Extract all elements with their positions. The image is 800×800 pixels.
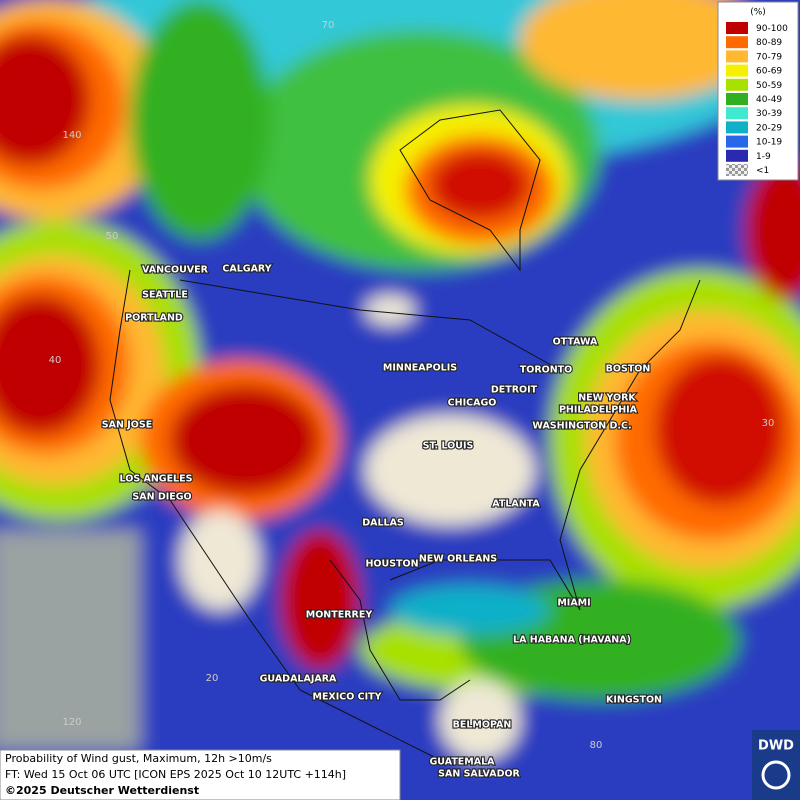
- legend-label: 70-79: [756, 52, 782, 62]
- city-label: SAN DIEGO: [132, 492, 191, 503]
- caption-line: ©2025 Deutscher Wetterdienst: [5, 784, 199, 797]
- city-label: VANCOUVER: [142, 265, 209, 276]
- legend-label: 1-9: [756, 152, 771, 162]
- legend-swatch: [726, 93, 748, 105]
- legend-swatch: [726, 50, 748, 63]
- city-label: LA HABANA (HAVANA): [513, 635, 631, 646]
- grid-label: 80: [590, 740, 603, 751]
- city-label: CALGARY: [222, 264, 271, 275]
- city-label: NEW ORLEANS: [419, 554, 497, 565]
- city-label: NEW YORK: [578, 393, 636, 404]
- legend-title: (%): [750, 8, 766, 18]
- coastlines: [109, 109, 701, 761]
- city-labels: VANCOUVER CALGARY SEATTLE PORTLAND SAN JOSE L…: [101, 262, 663, 780]
- caption-line: FT: Wed 15 Oct 06 UTC [ICON EPS 2025 Oct…: [5, 768, 346, 781]
- legend-swatch: [726, 135, 748, 148]
- legend-label: 40-49: [756, 95, 782, 105]
- grid-label: 20: [206, 673, 219, 684]
- city-label: TORONTO: [520, 365, 572, 376]
- city-label: DETROIT: [491, 385, 538, 396]
- grid-label: 50: [106, 231, 119, 242]
- legend-label: 80-89: [756, 38, 782, 48]
- city-label: CHICAGO: [448, 398, 497, 409]
- legend-swatch: [726, 36, 748, 49]
- legend-label: 10-19: [756, 138, 782, 148]
- legend-swatch: [726, 121, 748, 134]
- city-label: GUADALAJARA: [260, 674, 337, 685]
- city-label: MIAMI: [557, 598, 590, 609]
- legend-swatch: [726, 78, 748, 91]
- legend-label: 90-100: [756, 24, 788, 34]
- city-label: PHILADELPHIA: [559, 405, 638, 416]
- legend-label: 30-39: [756, 109, 782, 119]
- city-label: WASHINGTON D.C.: [532, 421, 631, 432]
- city-label: HOUSTON: [365, 559, 418, 570]
- grid-label: 140: [62, 130, 81, 141]
- city-label: DALLAS: [362, 518, 404, 529]
- legend-label: 60-69: [756, 67, 782, 77]
- logo-swirl: [761, 760, 791, 790]
- caption: Probability of Wind gust, Maximum, 12h >…: [0, 749, 401, 800]
- legend-label: 20-29: [756, 123, 782, 133]
- grid-label: 120: [62, 717, 81, 728]
- city-label: ATLANTA: [492, 499, 540, 510]
- city-label: MONTERREY: [306, 610, 373, 621]
- legend-swatch: [726, 22, 748, 34]
- grid-label: 40: [49, 355, 62, 366]
- logo-text: DWD: [758, 739, 794, 754]
- legend-swatch: [726, 64, 748, 77]
- city-label: SAN JOSE: [102, 420, 152, 431]
- city-label: GUATEMALA: [429, 757, 495, 768]
- city-label: BOSTON: [606, 364, 651, 375]
- logo: DWD: [752, 730, 800, 800]
- caption-box: [0, 749, 401, 800]
- grid-labels: 70 140 50 40 30 20 120 80: [49, 20, 775, 751]
- city-label: BELMOPAN: [453, 720, 512, 731]
- city-label: MEXICO CITY: [312, 692, 381, 703]
- city-label: SEATTLE: [142, 290, 188, 301]
- legend-swatch: [726, 164, 748, 176]
- city-label: PORTLAND: [125, 313, 183, 324]
- city-label: MINNEAPOLIS: [383, 363, 457, 374]
- caption-line: Probability of Wind gust, Maximum, 12h >…: [5, 752, 272, 765]
- legend-swatch: [726, 107, 748, 120]
- city-label: OTTAWA: [553, 337, 598, 348]
- city-label: ST. LOUIS: [423, 441, 474, 452]
- legend-label: <1: [756, 166, 769, 176]
- legend: (%) 90-100 80-89 70-79 60-69 50-59 40-49 30-39…: [717, 1, 799, 181]
- city-label: KINGSTON: [606, 695, 662, 706]
- grid-label: 30: [762, 418, 775, 429]
- legend-label: 50-59: [756, 81, 782, 91]
- city-label: LOS ANGELES: [120, 474, 193, 485]
- grid-label: 70: [322, 20, 335, 31]
- legend-swatch: [726, 149, 748, 162]
- city-label: SAN SALVADOR: [438, 769, 520, 780]
